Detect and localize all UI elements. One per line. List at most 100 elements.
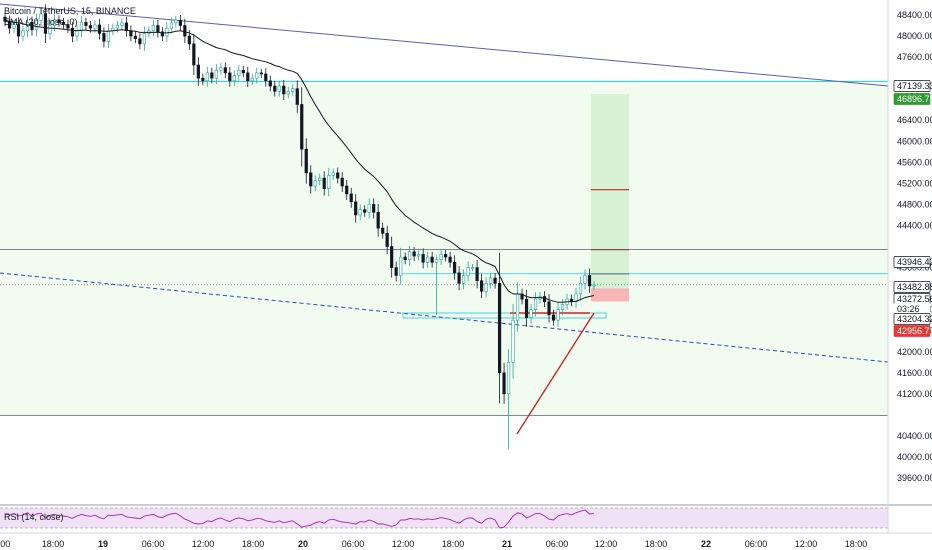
candle-body: [524, 298, 529, 318]
candle-body: [331, 172, 335, 176]
x-tick-label: 18:00: [42, 539, 65, 549]
price-tag-countdown: 03:26: [893, 303, 931, 315]
candle-body: [372, 204, 376, 213]
price-tag-label: 43482.88: [897, 282, 932, 292]
candle-body: [345, 185, 349, 195]
candle-body: [354, 201, 358, 216]
x-tick-label: 06:00: [142, 539, 165, 549]
x-tick-label: 22: [701, 539, 711, 549]
candle-body: [488, 277, 493, 284]
x-tick-label: 18:00: [645, 539, 668, 549]
price-tag-box: [893, 256, 931, 268]
candle-body: [529, 309, 533, 318]
candle-body: [255, 72, 259, 79]
candle-body: [358, 209, 362, 216]
candle-body: [336, 172, 340, 179]
candle-body: [201, 77, 205, 82]
x-tick-label: 21: [502, 539, 512, 549]
candle-body: [246, 72, 250, 82]
x-tick-label: 12:00: [595, 539, 618, 549]
price-tag-label: 43946.42: [897, 257, 932, 267]
candle-body: [466, 267, 470, 276]
candle-body: [264, 73, 268, 82]
candle-body: [133, 35, 137, 39]
candle-body: [533, 298, 538, 310]
candle-body: [268, 80, 272, 87]
y-tick-label: 47600.00: [897, 52, 932, 62]
candle-body: [587, 275, 592, 287]
ema-legend: EMA (20, close, 0): [4, 17, 78, 27]
candle-body: [578, 283, 583, 295]
candle-body: [309, 172, 313, 187]
y-tick-label: 46400.00: [897, 115, 932, 125]
candle-body: [169, 22, 173, 29]
candle-body: [43, 13, 48, 34]
candle-body: [66, 24, 70, 29]
candle-body: [93, 24, 97, 29]
price-tag-box: [893, 281, 931, 293]
candle-body: [340, 177, 344, 187]
candle-body: [515, 293, 520, 321]
candle-body: [232, 75, 236, 82]
candle-body: [435, 259, 439, 263]
candle-body: [52, 19, 57, 26]
y-tick-label: 45600.00: [897, 157, 932, 167]
candle-body: [313, 180, 317, 187]
ema-line: [4, 19, 595, 303]
candle-body: [583, 275, 587, 284]
candle-body: [183, 25, 187, 37]
candle-body: [399, 256, 403, 276]
candle-body: [349, 193, 353, 203]
candle-body: [102, 33, 106, 42]
x-tick-label: 18:00: [242, 539, 265, 549]
price-tag-box: [893, 93, 931, 105]
candle-body: [408, 251, 412, 260]
candle-body: [457, 272, 461, 284]
candle-body: [75, 30, 79, 37]
candle-body: [479, 280, 484, 292]
rsi-legend: RSI (14, close): [4, 512, 64, 522]
candle-body: [304, 148, 308, 174]
consolidation-box: [402, 312, 607, 319]
y-tick-label: 48000.00: [897, 31, 932, 41]
candle-body: [219, 67, 223, 71]
candle-body: [520, 293, 524, 300]
y-tick-label: 41600.00: [897, 368, 932, 378]
candle-body: [34, 19, 39, 31]
y-tick-label: 44800.00: [897, 199, 932, 209]
candle-body: [196, 64, 200, 79]
price-tag-level: 43946.42: [893, 256, 932, 268]
price-tag-label: 43272.56: [897, 294, 932, 304]
price-tag-label: 03:26: [897, 304, 920, 314]
candle-body: [327, 175, 331, 189]
candle-body: [367, 204, 371, 213]
candle-body: [250, 77, 254, 82]
x-tick-label: 06:00: [342, 539, 365, 549]
candle-body: [138, 38, 142, 45]
price-tag-stop: 42956.71: [893, 325, 932, 337]
candle-body: [390, 246, 394, 268]
price-tag-level: 43204.32: [893, 313, 932, 325]
candle-body: [286, 90, 290, 95]
descending-trendline: [0, 3, 889, 87]
price-tag-box: [893, 325, 931, 337]
candle-body: [12, 24, 16, 29]
candle-body: [493, 277, 497, 284]
y-tick-label: 39600.00: [897, 473, 932, 483]
y-tick-label: 45200.00: [897, 178, 932, 188]
candle-body: [403, 256, 407, 260]
candle-body: [421, 254, 425, 263]
y-tick-label: 42000.00: [897, 347, 932, 357]
price-tag-box: [893, 80, 931, 92]
candle-body: [322, 177, 326, 189]
candle-body: [210, 72, 214, 79]
candle-body: [497, 283, 502, 374]
candle-body: [223, 67, 227, 74]
range-zone: [0, 81, 888, 416]
candle-body: [115, 25, 120, 29]
candle-body: [506, 361, 511, 395]
candle-body: [277, 85, 281, 92]
candle-body: [444, 254, 448, 258]
candle-body: [16, 24, 21, 37]
